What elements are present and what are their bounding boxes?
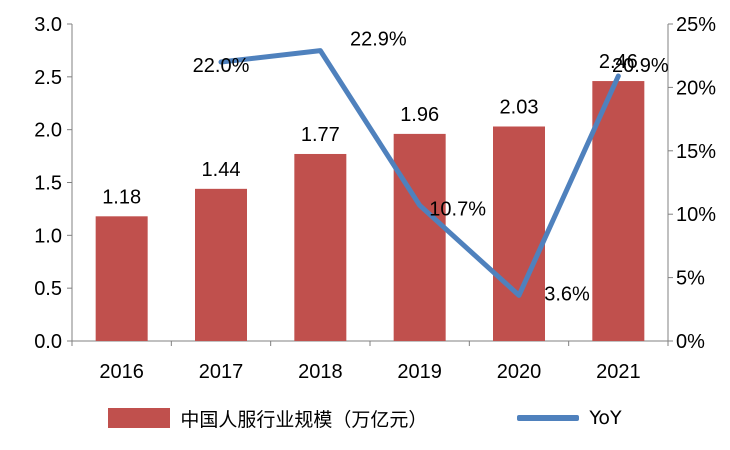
bar (393, 133, 446, 341)
y-right-tick-label: 20% (676, 77, 716, 99)
y-left-tick-label: 0.5 (34, 278, 62, 300)
bar (294, 153, 347, 341)
bar (592, 81, 645, 341)
legend-item-bar: 中国人服行业规模（万亿元） (108, 405, 427, 432)
x-tick-label: 2018 (298, 361, 343, 383)
bar-data-label: 1.18 (102, 186, 141, 208)
y-right-tick-label: 5% (676, 268, 705, 290)
bar (195, 188, 247, 341)
y-left-tick-label: 1.0 (34, 225, 62, 247)
bar-data-label: 1.96 (400, 104, 439, 126)
legend: 中国人服行业规模（万亿元） YoY (0, 398, 730, 438)
y-left-tick-label: 2.0 (34, 120, 62, 142)
legend-item-line: YoY (517, 407, 622, 429)
legend-label-bar: 中国人服行业规模（万亿元） (180, 408, 428, 431)
yoy-data-label: 20.9% (612, 55, 669, 77)
yoy-data-label: 10.7% (429, 198, 486, 220)
legend-bar-swatch (108, 408, 171, 428)
y-right-tick-label: 0% (676, 331, 705, 353)
y-left-tick-label: 0.0 (34, 331, 62, 353)
bar (95, 216, 148, 341)
y-left-tick-label: 3.0 (34, 14, 62, 36)
x-tick-label: 2017 (199, 361, 244, 383)
bar-data-label: 2.46 (599, 51, 638, 73)
yoy-data-label: 22.9% (350, 29, 407, 51)
bar (493, 126, 545, 341)
bar-data-label: 1.44 (202, 159, 241, 181)
yoy-data-label: 22.0% (193, 55, 250, 77)
y-right-tick-label: 15% (676, 141, 716, 163)
yoy-data-label: 3.6% (544, 283, 590, 305)
y-left-tick-label: 1.5 (34, 173, 62, 195)
legend-line-swatch (517, 415, 580, 421)
x-tick-label: 2016 (99, 361, 144, 383)
bar-data-label: 1.77 (301, 124, 340, 146)
x-tick-label: 2019 (397, 361, 442, 383)
x-tick-label: 2020 (497, 361, 542, 383)
y-right-tick-label: 25% (676, 14, 716, 36)
bar-data-label: 2.03 (500, 96, 539, 118)
y-right-tick-label: 10% (676, 204, 716, 226)
legend-label-line: YoY (589, 407, 622, 429)
y-left-tick-label: 2.5 (34, 67, 62, 89)
x-tick-label: 2021 (596, 361, 641, 383)
